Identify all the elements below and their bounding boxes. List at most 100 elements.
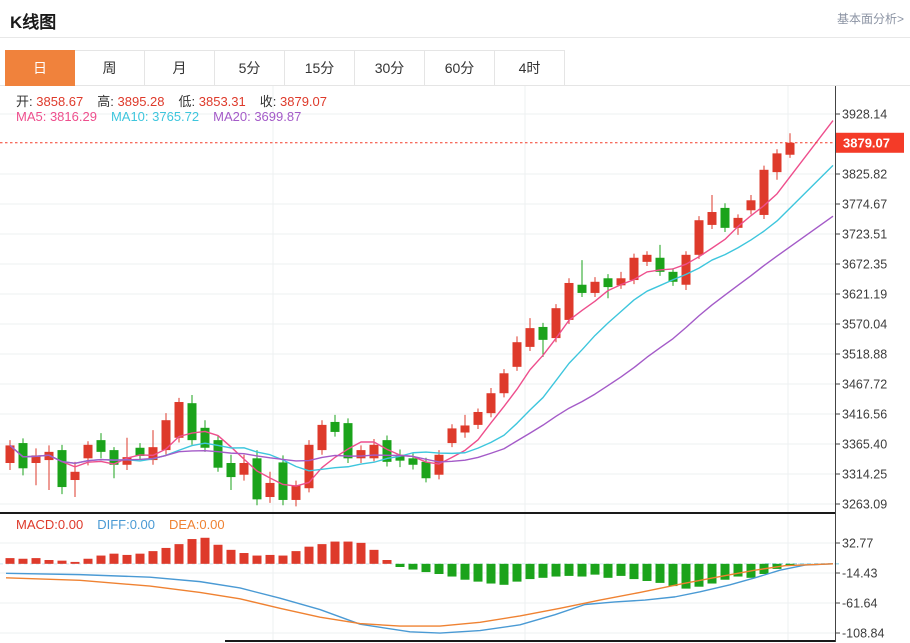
candle-body bbox=[174, 402, 184, 438]
candle-body bbox=[473, 411, 483, 425]
macd-bar bbox=[330, 541, 340, 564]
header: K线图 基本面分析> bbox=[0, 0, 910, 38]
macd-bar bbox=[525, 563, 535, 580]
candle-body bbox=[135, 447, 145, 456]
candle-body bbox=[70, 471, 80, 481]
macd-bar bbox=[512, 563, 522, 582]
tab-week[interactable]: 周 bbox=[75, 50, 145, 86]
macd-bar bbox=[31, 558, 41, 564]
macd-bar bbox=[18, 558, 28, 564]
price-tick-label: 3774.67 bbox=[842, 197, 887, 211]
macd-bar bbox=[733, 563, 743, 577]
tab-30min[interactable]: 30分 bbox=[355, 50, 425, 86]
open-value: 3858.67 bbox=[36, 94, 84, 109]
candle-body bbox=[148, 447, 158, 461]
diff-value: DIFF:0.00 bbox=[97, 517, 155, 532]
macd-bar bbox=[213, 544, 223, 564]
macd-bar bbox=[616, 563, 626, 576]
ma10-value: MA10: 3765.72 bbox=[110, 109, 200, 124]
candle-body bbox=[642, 254, 652, 262]
candle-body bbox=[551, 308, 561, 339]
macd-bar bbox=[161, 547, 171, 564]
macd-bar bbox=[304, 546, 314, 564]
macd-bar bbox=[551, 563, 561, 577]
macd-bar bbox=[57, 560, 67, 564]
ma20-line bbox=[9, 215, 834, 464]
candle-body bbox=[213, 440, 223, 468]
candle-body bbox=[590, 281, 600, 293]
candle-body bbox=[239, 463, 249, 475]
candle-body bbox=[694, 220, 704, 255]
tab-15min[interactable]: 15分 bbox=[285, 50, 355, 86]
macd-bar bbox=[278, 555, 288, 564]
macd-value: MACD:0.00 bbox=[16, 517, 84, 532]
candle-body bbox=[265, 482, 275, 498]
tab-4hour[interactable]: 4时 bbox=[495, 50, 565, 86]
tab-5min[interactable]: 5分 bbox=[215, 50, 285, 86]
macd-bar bbox=[252, 555, 262, 564]
macd-bar bbox=[395, 563, 405, 568]
macd-bar bbox=[538, 563, 548, 578]
candle-body bbox=[785, 142, 795, 155]
macd-bar bbox=[668, 563, 678, 587]
macd-bar bbox=[239, 553, 249, 564]
macd-bar bbox=[356, 542, 366, 564]
ma20-value: MA20: 3699.87 bbox=[213, 109, 302, 124]
macd-bar bbox=[109, 553, 119, 564]
ma-legend: MA5: 3816.29 MA10: 3765.72 MA20: 3699.87 bbox=[16, 109, 315, 124]
candle-body bbox=[330, 421, 340, 432]
price-tick-label: 3723.51 bbox=[842, 227, 887, 241]
macd-legend: MACD:0.00 DIFF:0.00 DEA:0.00 bbox=[16, 517, 239, 532]
chart-bottom-border bbox=[225, 640, 836, 642]
candle-body bbox=[460, 425, 470, 433]
macd-bar bbox=[148, 551, 158, 564]
candle-body bbox=[226, 463, 236, 478]
candle-body bbox=[31, 455, 41, 464]
price-tick-label: 3928.14 bbox=[842, 108, 887, 122]
macd-bar bbox=[603, 563, 613, 578]
ma5-line bbox=[9, 120, 834, 487]
macd-bar bbox=[226, 549, 236, 564]
candle-body bbox=[733, 217, 743, 228]
chart-separator bbox=[0, 512, 836, 514]
candle-body bbox=[356, 450, 366, 459]
candle-body bbox=[187, 403, 197, 441]
candle-body bbox=[499, 373, 509, 394]
candle-body bbox=[512, 342, 522, 367]
macd-bar bbox=[681, 563, 691, 589]
price-tick-label: 3621.19 bbox=[842, 288, 887, 302]
candle-body bbox=[317, 424, 327, 451]
macd-tick-label: 32.77 bbox=[842, 537, 873, 551]
low-value: 3853.31 bbox=[198, 94, 246, 109]
candle-body bbox=[434, 454, 444, 475]
candle-body bbox=[421, 461, 431, 479]
close-label: 收: bbox=[259, 94, 277, 109]
open-label: 开: bbox=[16, 94, 33, 109]
macd-bar bbox=[460, 563, 470, 580]
candle-body bbox=[122, 457, 132, 465]
price-tick-label: 3314.25 bbox=[842, 467, 887, 481]
tab-day[interactable]: 日 bbox=[5, 50, 75, 86]
candle-body bbox=[304, 444, 314, 489]
ma10-line bbox=[9, 164, 834, 472]
close-value: 3879.07 bbox=[280, 94, 327, 109]
candle-body bbox=[408, 458, 418, 465]
candle-body bbox=[291, 485, 301, 500]
price-tick-label: 3672.35 bbox=[842, 258, 887, 272]
macd-bar bbox=[720, 563, 730, 580]
macd-bar bbox=[434, 563, 444, 574]
candle-body bbox=[83, 444, 93, 459]
macd-bar bbox=[135, 553, 145, 564]
macd-bar bbox=[369, 549, 379, 564]
fundamental-analysis-link[interactable]: 基本面分析> bbox=[836, 12, 904, 26]
macd-bar bbox=[564, 563, 574, 576]
macd-bar bbox=[265, 554, 275, 564]
candle-body bbox=[161, 420, 171, 451]
tab-60min[interactable]: 60分 bbox=[425, 50, 495, 86]
candle-body bbox=[525, 328, 535, 347]
high-label: 高: bbox=[97, 94, 114, 109]
tab-month[interactable]: 月 bbox=[145, 50, 215, 86]
macd-tick-label: -61.64 bbox=[842, 597, 877, 611]
